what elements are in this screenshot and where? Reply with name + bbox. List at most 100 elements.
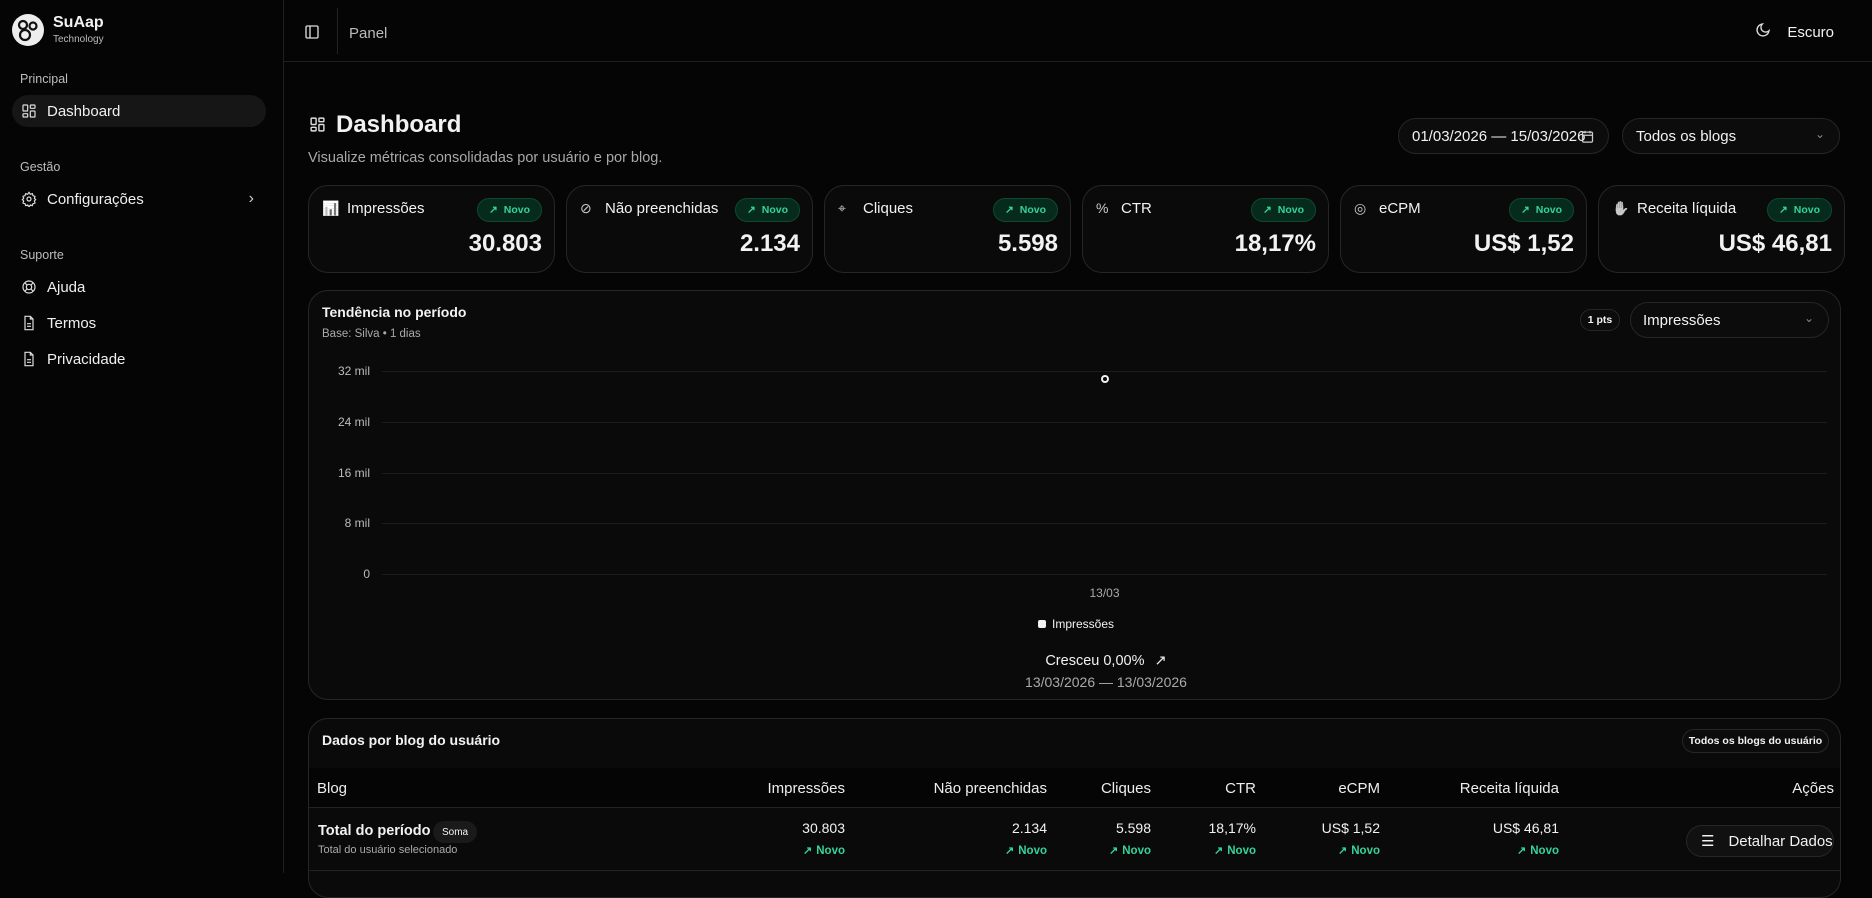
metric-value: 18,17% bbox=[1234, 230, 1316, 257]
trend-indicator: ↗ Novo bbox=[1005, 844, 1047, 857]
metric-badge: ↗ Novo bbox=[1508, 198, 1574, 222]
layout-dashboard-icon bbox=[22, 104, 36, 118]
metric-select[interactable]: Impressões ⌄ bbox=[1630, 302, 1829, 338]
trending-up-icon: ↗ bbox=[1517, 845, 1527, 857]
legend-swatch bbox=[1038, 620, 1046, 628]
metric-badge: ↗ Novo bbox=[1766, 198, 1832, 222]
sidebar-item-configuracoes[interactable]: Configurações › bbox=[12, 183, 266, 215]
table-header bbox=[309, 768, 1840, 808]
trend-label: Novo bbox=[1351, 845, 1380, 857]
column-header: Ações bbox=[1792, 780, 1834, 797]
trend-label: Novo bbox=[1018, 845, 1047, 857]
sidebar-item-label: Privacidade bbox=[47, 350, 126, 368]
metric-card: ✋ Receita líquida ↗ Novo US$ 46,81 bbox=[1598, 185, 1845, 273]
theme-toggle-button[interactable]: Escuro bbox=[1755, 22, 1834, 42]
sidebar-item-label: Termos bbox=[47, 314, 97, 332]
metric-card: ◎ eCPM ↗ Novo US$ 1,52 bbox=[1340, 185, 1587, 273]
page-title: Dashboard bbox=[336, 111, 462, 138]
metric-card: 📊 Impressões ↗ Novo 30.803 bbox=[308, 185, 555, 273]
date-range-picker[interactable]: 01/03/2026 — 15/03/2026 bbox=[1398, 118, 1609, 154]
column-header: Cliques bbox=[1100, 780, 1151, 797]
gear-icon bbox=[21, 191, 37, 207]
metric-value: 2.134 bbox=[739, 230, 800, 257]
layout-dashboard-icon bbox=[309, 116, 326, 138]
metric-label: CTR bbox=[1121, 200, 1152, 217]
sidebar-item-label: Ajuda bbox=[47, 278, 86, 296]
sidebar-item-privacidade[interactable]: Privacidade bbox=[12, 343, 266, 375]
column-header: Receita líquida bbox=[1459, 780, 1559, 797]
blog-select-value: Todos os blogs bbox=[1636, 127, 1737, 145]
metric-badge: ↗ Novo bbox=[734, 198, 800, 222]
trend-indicator: ↗ Novo bbox=[1109, 844, 1151, 857]
brand-logo bbox=[12, 14, 44, 46]
panel-left-icon bbox=[305, 25, 319, 39]
data-point[interactable] bbox=[1100, 374, 1109, 383]
trend-card bbox=[308, 290, 1841, 700]
growth-text: Cresceu 0,00% ↗ bbox=[900, 653, 1312, 669]
metric-label: Impressões bbox=[347, 200, 425, 217]
blog-select[interactable]: Todos os blogs ⌄ bbox=[1622, 118, 1840, 154]
file-text-icon bbox=[24, 351, 34, 367]
column-header: Blog bbox=[317, 780, 348, 797]
badge-label: Novo bbox=[761, 204, 788, 216]
legend-label: Impressões bbox=[1052, 617, 1115, 631]
badge-label: Novo bbox=[1535, 204, 1562, 216]
brand-name: SuAap bbox=[53, 14, 104, 31]
sidebar-toggle-button[interactable] bbox=[304, 24, 320, 45]
metric-badge: ↗ Novo bbox=[992, 198, 1058, 222]
metric-label: Cliques bbox=[863, 200, 914, 217]
trending-up-icon: ↗ bbox=[746, 204, 756, 216]
coins-icon: ◎ bbox=[1354, 200, 1367, 216]
blog-filter-badge: Todos os blogs do usuário bbox=[1682, 729, 1829, 753]
table-cell: 18,17% bbox=[1208, 820, 1256, 836]
trend-indicator: ↗ Novo bbox=[1338, 844, 1380, 857]
section-principal: Principal bbox=[20, 72, 68, 86]
sidebar-item-dashboard[interactable]: Dashboard bbox=[12, 95, 266, 127]
sidebar: SuAap Technology Principal Dashboard Ges… bbox=[0, 0, 284, 873]
metric-card: % CTR ↗ Novo 18,17% bbox=[1082, 185, 1329, 273]
sidebar-item-ajuda[interactable]: Ajuda bbox=[12, 271, 266, 303]
growth-range: 13/03/2026 — 13/03/2026 bbox=[1025, 674, 1187, 690]
metric-value: 30.803 bbox=[468, 230, 542, 257]
metric-label: Não preenchidas bbox=[605, 200, 719, 217]
pointer-click-icon: ⌖ bbox=[838, 200, 846, 216]
row-divider bbox=[309, 870, 1840, 871]
detail-data-button[interactable]: ☰ Detalhar Dados bbox=[1686, 825, 1834, 857]
column-header: eCPM bbox=[1338, 780, 1380, 797]
trending-up-icon: ↗ bbox=[1520, 204, 1530, 216]
metric-value: US$ 1,52 bbox=[1473, 230, 1574, 257]
metric-badge: ↗ Novo bbox=[476, 198, 542, 222]
table-cell: 2.134 bbox=[1011, 820, 1047, 836]
trend-subtitle: Base: Silva • 1 dias bbox=[322, 328, 421, 340]
trend-label: Novo bbox=[1530, 845, 1559, 857]
grid-line bbox=[382, 574, 1827, 575]
table-cell: US$ 1,52 bbox=[1321, 820, 1380, 836]
badge-label: Novo bbox=[503, 204, 530, 216]
grid-line bbox=[382, 421, 1827, 423]
metric-value: 5.598 bbox=[997, 230, 1058, 257]
grid-line bbox=[382, 371, 1827, 372]
y-tick-label: 16 mil bbox=[337, 465, 370, 480]
brand-subtitle: Technology bbox=[53, 34, 104, 45]
trending-up-icon: ↗ bbox=[1214, 845, 1224, 857]
chevron-down-icon: ⌄ bbox=[1803, 311, 1814, 325]
trending-up-icon: ↗ bbox=[803, 845, 813, 857]
blog-table-card bbox=[308, 718, 1841, 898]
trending-up-icon: ↗ bbox=[1109, 845, 1119, 857]
sidebar-item-termos[interactable]: Termos bbox=[12, 307, 266, 339]
trending-up-icon: ↗ bbox=[488, 204, 498, 216]
table-cell: 5.598 bbox=[1115, 820, 1151, 836]
badge-label: Novo bbox=[1793, 204, 1820, 216]
topbar: Panel Escuro bbox=[284, 0, 1872, 62]
trending-up-icon: ↗ bbox=[1778, 204, 1788, 216]
growth-value: Cresceu 0,00% bbox=[1045, 653, 1145, 669]
x-tick-label: 13/03 bbox=[1089, 586, 1120, 600]
metric-card: ⊘ Não preenchidas ↗ Novo 2.134 bbox=[566, 185, 813, 273]
section-suporte: Suporte bbox=[20, 248, 64, 262]
y-tick-label: 0 bbox=[363, 567, 370, 581]
points-badge: 1 pts bbox=[1580, 309, 1620, 331]
calendar-icon bbox=[1580, 129, 1595, 148]
row-name: Total do período bbox=[318, 823, 431, 839]
y-tick-label: 32 mil bbox=[337, 364, 370, 378]
trend-indicator: ↗ Novo bbox=[803, 844, 845, 857]
